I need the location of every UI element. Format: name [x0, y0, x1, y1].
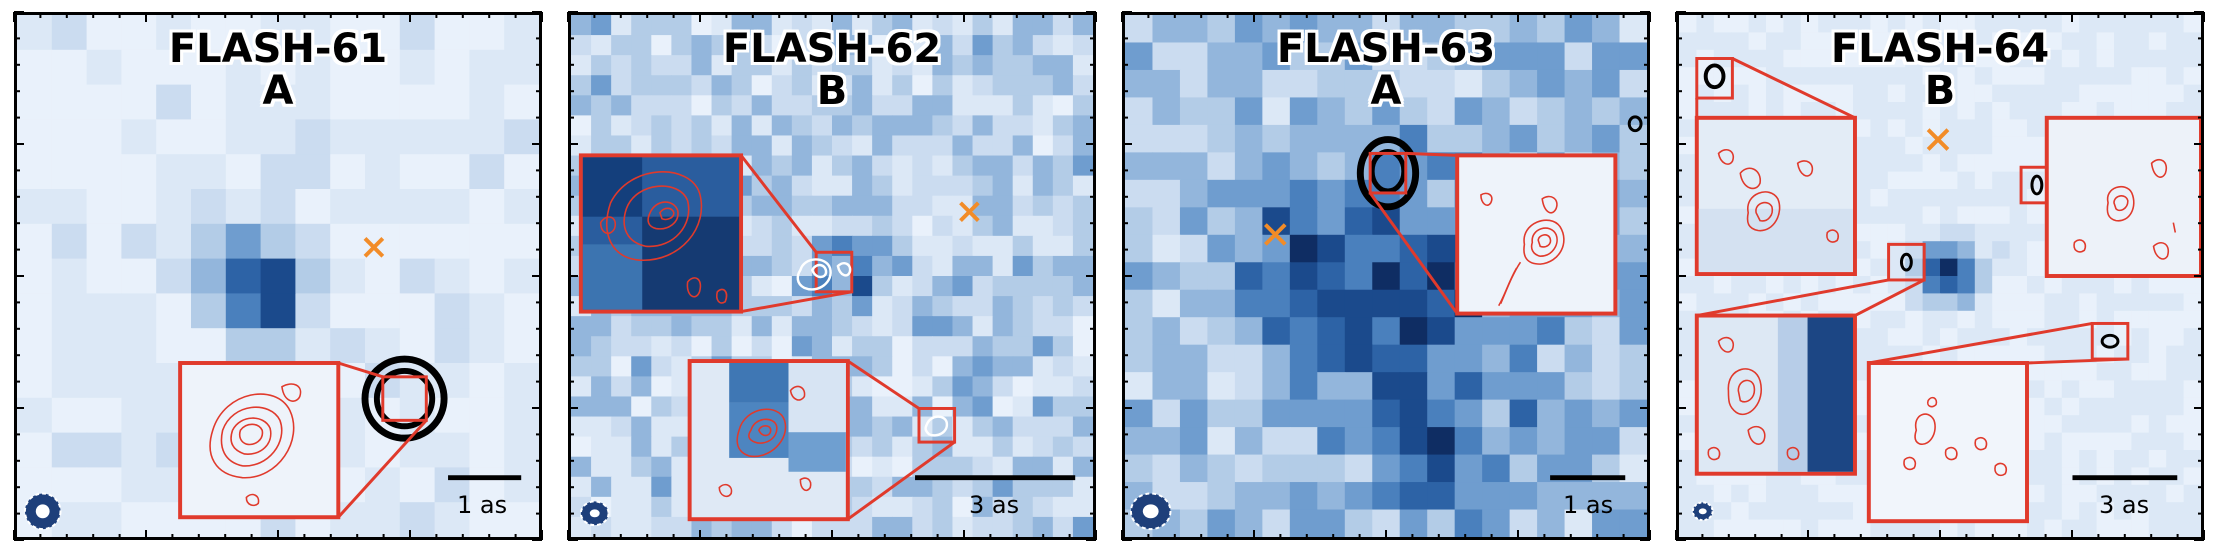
panel-title: FLASH-64 — [1830, 26, 2050, 72]
panel-label: B — [816, 68, 848, 114]
panel-flash-62: FLASH-62 B 3 as — [568, 12, 1096, 540]
map-image — [1125, 15, 1647, 537]
panel-label: B — [1924, 68, 1956, 114]
panel-label: A — [1370, 68, 1402, 114]
panel-flash-64: FLASH-64 B 3 as — [1676, 12, 2204, 540]
scale-label: 1 as — [1563, 491, 1614, 519]
scale-label: 1 as — [457, 491, 508, 519]
panel-flash-61: FLASH-61 A 1 as — [14, 12, 542, 540]
map-image — [17, 15, 539, 537]
scale-label: 3 as — [969, 491, 1020, 519]
panel-flash-63: FLASH-63 A 1 as — [1122, 12, 1650, 540]
panel-title: FLASH-61 — [168, 26, 388, 72]
panel-title: FLASH-62 — [722, 26, 942, 72]
panel-label: A — [262, 68, 294, 114]
scale-label: 3 as — [2099, 491, 2150, 519]
panel-title: FLASH-63 — [1276, 26, 1496, 72]
map-image — [571, 15, 1093, 537]
